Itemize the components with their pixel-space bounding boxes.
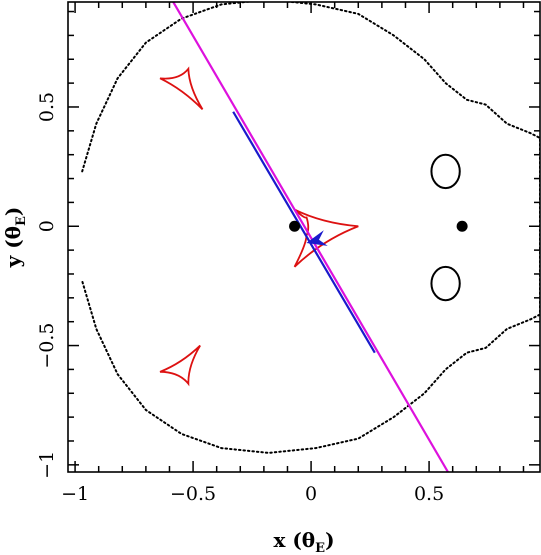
lens-positions — [289, 220, 468, 232]
plot-frame — [67, 1, 541, 473]
y-axis-title: y (θE) — [1, 207, 29, 269]
x-tick-label: −1 — [61, 483, 89, 505]
outer-critical-curve-line — [81, 2, 540, 454]
x-tick-label: 0 — [305, 483, 317, 505]
lens-point-2 — [456, 220, 468, 232]
y-tick-label: 0.5 — [36, 92, 58, 122]
lens-point-1 — [289, 220, 301, 232]
caustic-lower-left — [159, 344, 201, 387]
trajectory-full — [171, 2, 449, 472]
caustic-central — [293, 208, 359, 268]
y-tick-label: −0.5 — [36, 322, 58, 368]
trajectory-inner-segment — [232, 111, 376, 354]
inner-critical-curve-1 — [430, 153, 461, 190]
axis-tick-labels: −1 −0.5 0 0.5 −1 −0.5 0 0.5 — [36, 92, 444, 505]
caustics — [159, 66, 359, 387]
axis-ticks — [68, 2, 540, 472]
direction-arrow — [306, 230, 328, 246]
y-tick-label: −1 — [36, 451, 58, 479]
plot-area — [81, 2, 540, 472]
x-tick-label: −0.5 — [170, 483, 216, 505]
caustic-upper-left — [159, 66, 204, 110]
outer-critical-curve — [81, 2, 540, 454]
inner-critical-curves — [430, 153, 461, 302]
source-trajectory — [171, 2, 449, 472]
x-axis-title: x (θE) — [273, 528, 334, 555]
inner-critical-curve-2 — [430, 265, 461, 302]
y-tick-label: 0 — [36, 220, 58, 232]
x-tick-label: 0.5 — [414, 483, 444, 505]
